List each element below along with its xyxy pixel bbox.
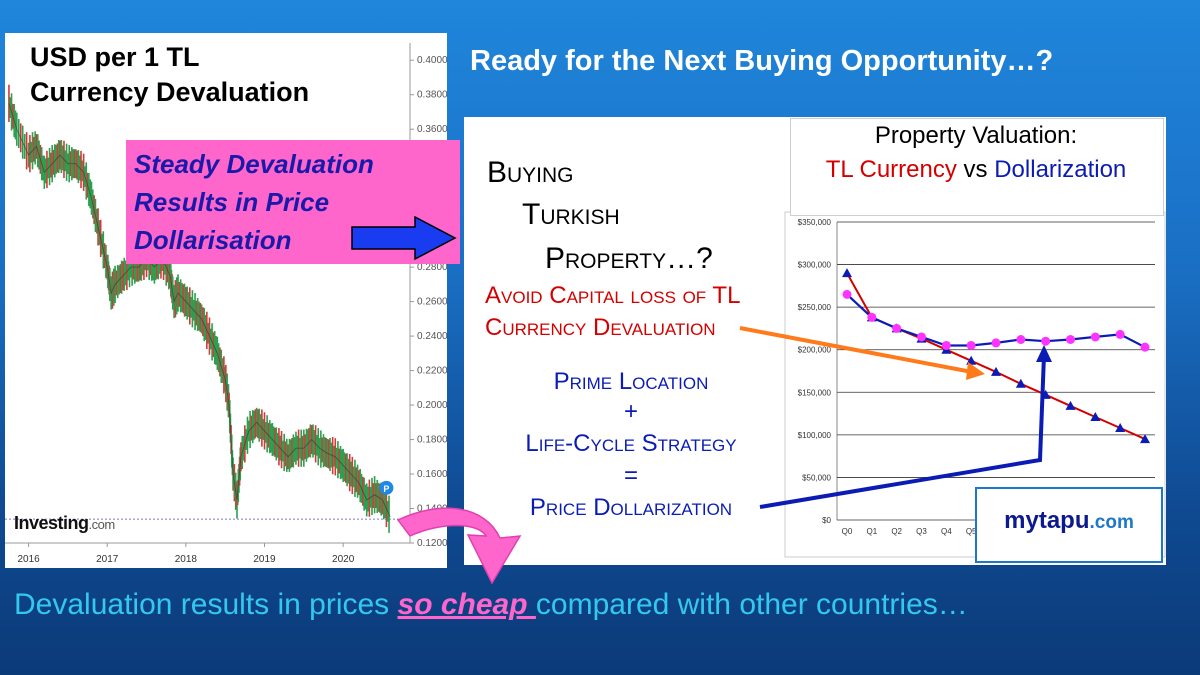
left-x-tick-label: 2018 [175,554,198,565]
right-x-tick-label: Q1 [866,527,877,536]
pink-arrow-icon [396,507,522,585]
tl-point-marker [1015,378,1026,388]
callout-line2: Results in Price [134,187,330,217]
legend-line: TL Currency vs Dollarization [790,156,1162,184]
usd-point-marker [1016,334,1026,344]
logo-ext: .com [1089,512,1134,533]
tl-point-marker [1090,411,1101,421]
left-y-tick-label: 0.4000 [417,55,448,66]
logo-main: mytapu [1004,507,1090,534]
usd-point-marker [892,323,902,333]
left-chart-title-line1: USD per 1 TL [30,42,200,72]
investing-logo-text: Investing [14,513,89,533]
usd-point-marker [991,338,1001,348]
left-y-tick-label: 0.2400 [417,331,448,342]
left-y-tick-label: 0.1800 [417,435,448,446]
buying-line3: Property…? [545,242,713,275]
buying-line2: Turkish [522,198,620,231]
left-y-tick-label: 0.1200 [417,538,448,549]
left-y-tick-label: 0.3800 [417,90,448,101]
tl-point-marker [842,268,852,278]
usd-point-marker [842,289,852,299]
investing-logo-suffix: .com [88,517,116,532]
tl-point-marker [1115,423,1126,433]
left-chart-title: USD per 1 TL Currency Devaluation [30,40,309,110]
legend-title: Property Valuation: [874,122,1078,149]
usd-point-marker [1090,332,1100,342]
right-x-tick-label: Q2 [891,527,902,536]
callout-line1: Steady Devaluation [134,149,374,179]
right-x-tick-label: Q5 [966,527,977,536]
bottom-caption: Devaluation results in prices so cheap c… [14,588,968,622]
avoid-line1: Avoid Capital loss of TL [485,282,741,309]
right-x-tick-label: Q3 [916,527,927,536]
right-y-tick-label: $200,000 [798,346,832,355]
investing-logo: Investing.com [14,513,115,534]
left-x-tick-label: 2016 [17,554,40,565]
usd-point-marker [1140,342,1150,352]
orange-arrow-icon [739,326,985,380]
right-y-tick-label: $250,000 [798,303,832,312]
strategy-plus: + [623,398,638,425]
left-x-tick-label: 2019 [253,554,276,565]
right-y-tick-label: $50,000 [802,473,831,482]
left-y-tick-label: 0.2000 [417,400,448,411]
legend-tl-label: TL Currency [825,156,957,183]
blue-arrow-icon [759,345,1052,509]
usd-point-marker [1115,329,1125,339]
usd-point-marker [1066,334,1075,344]
strategy-line1: Prime Location [553,368,709,395]
usd-point-marker [966,340,976,350]
mytapu-logo [975,487,1163,563]
usd-point-marker [941,340,951,350]
right-y-tick-label: $0 [822,516,831,525]
usd-try-chart-panel [5,33,447,568]
legend-usd-label: Dollarization [994,156,1127,183]
left-price-line [8,103,391,518]
callout-arrow-icon [351,215,457,261]
legend-box [790,118,1164,216]
tl-point-marker [991,366,1001,376]
left-y-tick-label: 0.2200 [417,366,448,377]
right-y-tick-label: $150,000 [798,388,832,397]
price-badge-icon [379,480,394,495]
left-y-tick-label: 0.3600 [417,124,448,135]
callout-text: Steady Devaluation Results in Price Doll… [134,145,434,259]
strategy-line3: Price Dollarization [529,494,733,521]
left-x-tick-label: 2017 [96,554,119,565]
avoid-line2: Currency Devaluation [485,314,716,341]
buying-line1: Buying [487,156,574,189]
usd-point-marker [1041,336,1051,346]
page-title: Ready for the Next Buying Opportunity…? [470,45,1054,77]
left-y-tick-label: 0.2600 [417,297,448,308]
mytapu-logo-text: mytapu.com [975,507,1163,535]
caption-before: Devaluation results in prices [14,588,398,621]
right-y-tick-label: $300,000 [798,261,832,270]
tl-point-marker [1140,434,1150,444]
strategy-line2: Life-Cycle Strategy [525,430,737,457]
usd-point-marker [867,312,877,322]
caption-emphasis: so cheap [397,588,536,621]
strategy-equals: = [623,462,638,489]
right-y-tick-label: $350,000 [798,218,832,227]
left-x-tick-label: 2020 [332,554,355,565]
callout-line3: Dollarisation [134,225,292,255]
tl-point-marker [1065,400,1076,410]
legend-vs: vs [963,156,988,183]
right-y-tick-label: $100,000 [798,431,832,440]
caption-after: compared with other countries… [535,588,968,621]
left-chart-title-line2: Currency Devaluation [30,77,310,107]
left-y-tick-label: 0.1600 [417,469,448,480]
price-badge-label: P [383,484,389,494]
left-y-tick-label: 0.2800 [417,262,448,273]
right-x-tick-label: Q0 [842,527,853,536]
usd-point-marker [917,332,926,342]
right-x-tick-label: Q4 [941,527,952,536]
